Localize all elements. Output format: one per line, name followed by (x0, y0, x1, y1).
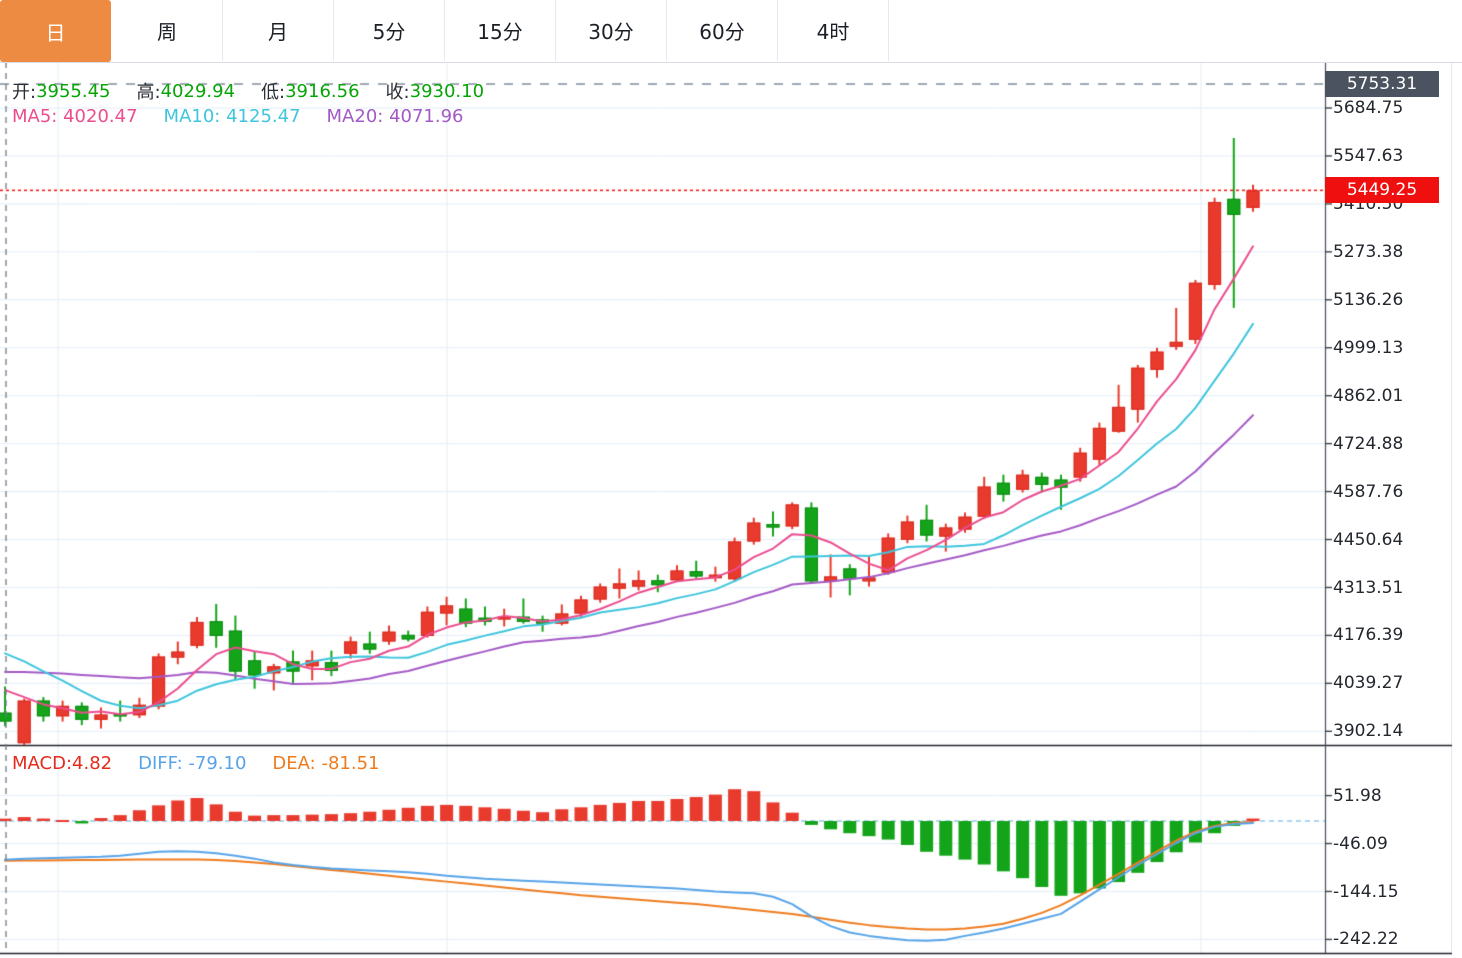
price-tick-label: 4039.27 (1333, 673, 1404, 694)
ma20-label: MA20: (326, 106, 384, 127)
price-tick-label: 4999.13 (1333, 337, 1404, 358)
tab-timeframe-1[interactable]: 周 (112, 0, 223, 61)
price-tick-label: 4587.76 (1333, 481, 1404, 502)
macd-label: MACD: (12, 753, 73, 774)
diff-value: -79.10 (188, 753, 247, 774)
tab-timeframe-4[interactable]: 15分 (445, 0, 556, 61)
tab-timeframe-2[interactable]: 月 (223, 0, 334, 61)
macd-legend: MACD: 4.82 DIFF: -79.10 DEA: -81.51 (12, 753, 379, 774)
high-value: 4029.94 (160, 80, 236, 102)
ma10-value: 4125.47 (226, 106, 301, 127)
macd-tick-label: -144.15 (1333, 881, 1399, 902)
tab-timeframe-5[interactable]: 30分 (556, 0, 667, 61)
close-label: 收: (385, 82, 410, 103)
low-value: 3916.56 (285, 80, 360, 102)
tab-timeframe-3[interactable]: 5分 (334, 0, 445, 61)
ohlc-legend: 开: 3955.45 高: 4029.94 低: 3916.56 收: 3930.10 (12, 78, 484, 104)
price-tick-label: 5273.38 (1333, 241, 1404, 262)
crosshair-price-badge: 5753.31 (1325, 71, 1439, 97)
tab-timeframe-6[interactable]: 60分 (667, 0, 778, 61)
price-tick-label: 4450.64 (1333, 529, 1404, 550)
open-label: 开: (12, 82, 37, 103)
last-price-badge: 5449.25 (1325, 177, 1439, 203)
price-tick-label: 3902.14 (1333, 721, 1404, 742)
dea-value: -81.51 (321, 753, 380, 774)
price-tick-label: 5684.75 (1333, 98, 1404, 118)
price-tick-label: 4176.39 (1333, 625, 1404, 646)
close-value: 3930.10 (409, 80, 485, 102)
dea-label: DEA: (272, 753, 316, 774)
macd-tick-label: -242.22 (1333, 929, 1399, 950)
price-tick-label: 4862.01 (1333, 385, 1404, 406)
tab-timeframe-7[interactable]: 4时 (778, 0, 889, 61)
ma20-value: 4071.96 (389, 106, 464, 127)
ma5-label: MA5: (12, 106, 58, 127)
price-tick-label: 4313.51 (1333, 577, 1404, 598)
high-label: 高: (136, 82, 161, 103)
low-label: 低: (261, 82, 286, 103)
price-tick-label: 5547.63 (1333, 145, 1404, 166)
macd-tick-label: 51.98 (1333, 785, 1382, 806)
ma5-value: 4020.47 (63, 106, 138, 127)
price-tick-label: 4724.88 (1333, 433, 1404, 454)
tab-timeframe-0[interactable]: 日 (0, 0, 111, 62)
macd-value: 4.82 (72, 753, 113, 774)
timeframe-tabbar: 日周月 5分 15分 30分 60分 4时 (0, 0, 1462, 63)
open-value: 3955.45 (36, 80, 111, 102)
ma10-label: MA10: (163, 106, 221, 127)
diff-label: DIFF: (138, 753, 183, 774)
ma-legend: MA5: 4020.47 MA10: 4125.47 MA20: 4071.96 (12, 106, 464, 127)
price-tick-label: 5136.26 (1333, 289, 1404, 310)
macd-tick-label: -46.09 (1333, 833, 1388, 854)
